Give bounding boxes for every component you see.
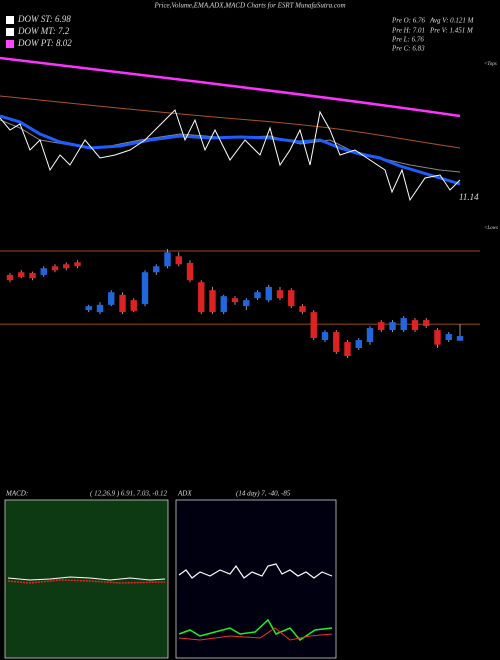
- di-plus: [178, 618, 333, 641]
- candle-body: [74, 262, 81, 267]
- candle-body: [63, 264, 70, 269]
- levels: [0, 250, 480, 325]
- candle-body: [153, 266, 160, 273]
- macd-label: MACD:: [5, 490, 28, 498]
- candle-body: [366, 328, 374, 343]
- candle-body: [321, 332, 329, 341]
- di-minus: [178, 627, 333, 641]
- candle-body: [445, 334, 452, 341]
- legend-label: DOW PT: 8.02: [17, 38, 72, 48]
- candle-body: [265, 286, 272, 301]
- volume-info: Pre V: 1.451 M: [429, 27, 474, 35]
- candle-body: [29, 272, 36, 279]
- candle-body: [164, 252, 171, 267]
- legend: DOW ST: 6.98 DOW MT: 7.2 DOW PT: 8.02: [6, 14, 72, 48]
- legend-swatch: [6, 28, 14, 36]
- candles: [6, 248, 464, 358]
- candle-body: [6, 274, 14, 281]
- legend-label: DOW MT: 7.2: [17, 26, 70, 36]
- ema-short: [0, 114, 461, 186]
- info: Pre O: 6.76: [391, 17, 425, 25]
- legend-label: DOW ST: 6.98: [17, 14, 71, 24]
- info: Pre H: 7.01: [391, 27, 425, 35]
- candle-body: [186, 262, 194, 281]
- candle-body: [243, 300, 250, 307]
- candle-body: [299, 306, 306, 313]
- tops-label: <Tops: [484, 62, 497, 67]
- candle-body: [434, 330, 441, 345]
- chart-title: Price,Volume,EMA,ADX,MACD Charts for ESR…: [154, 2, 346, 10]
- candle-body: [389, 322, 396, 331]
- candle-body: [378, 322, 385, 331]
- candle-body: [40, 268, 47, 275]
- candle-body: [333, 332, 340, 353]
- adx-panel: [175, 499, 337, 659]
- ema-long: [0, 56, 461, 118]
- legend-swatch: [6, 40, 14, 48]
- candle-body: [411, 320, 419, 331]
- candle-body: [310, 312, 317, 339]
- macd-line: [7, 576, 166, 581]
- signal-line: [7, 579, 166, 584]
- candle-body: [254, 292, 261, 299]
- price-label: 11.14: [459, 192, 479, 202]
- candle-body: [355, 340, 362, 349]
- legend-swatch: [6, 16, 14, 24]
- adx-label: ADX: [177, 490, 192, 498]
- candle-body: [344, 342, 351, 357]
- candle-body: [119, 294, 126, 313]
- candle-body: [220, 296, 227, 313]
- info: Pre L: 6.76: [391, 36, 424, 44]
- adx-line: [178, 563, 333, 579]
- candle-body: [96, 304, 104, 313]
- adx-params: (14 day) 7, -40, -85: [236, 490, 291, 498]
- candle-body: [456, 336, 464, 341]
- volume-info: Avg V: 0.121 M: [429, 17, 475, 25]
- candle-body: [231, 298, 239, 303]
- candle-body: [288, 290, 295, 307]
- candle-body: [423, 320, 430, 327]
- candle-body: [209, 290, 216, 313]
- candle-body: [198, 282, 205, 313]
- candle-body: [18, 272, 25, 277]
- info: Pre C: 6.83: [391, 45, 425, 53]
- lows-label: <Lows: [484, 226, 498, 231]
- candle-body: [400, 318, 407, 331]
- price-line: [0, 109, 461, 202]
- candle-body: [130, 300, 137, 311]
- candle-body: [51, 266, 59, 271]
- candle-body: [85, 306, 92, 311]
- candle-body: [276, 290, 284, 299]
- candle-body: [141, 272, 149, 305]
- candle-body: [108, 292, 115, 305]
- macd-params: ( 12,26,9 ) 6.91, 7.03, -0.12: [90, 490, 167, 498]
- candle-body: [175, 256, 182, 265]
- ema-mid: [0, 95, 461, 149]
